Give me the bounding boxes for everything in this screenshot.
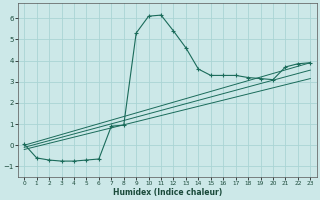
X-axis label: Humidex (Indice chaleur): Humidex (Indice chaleur): [113, 188, 222, 197]
